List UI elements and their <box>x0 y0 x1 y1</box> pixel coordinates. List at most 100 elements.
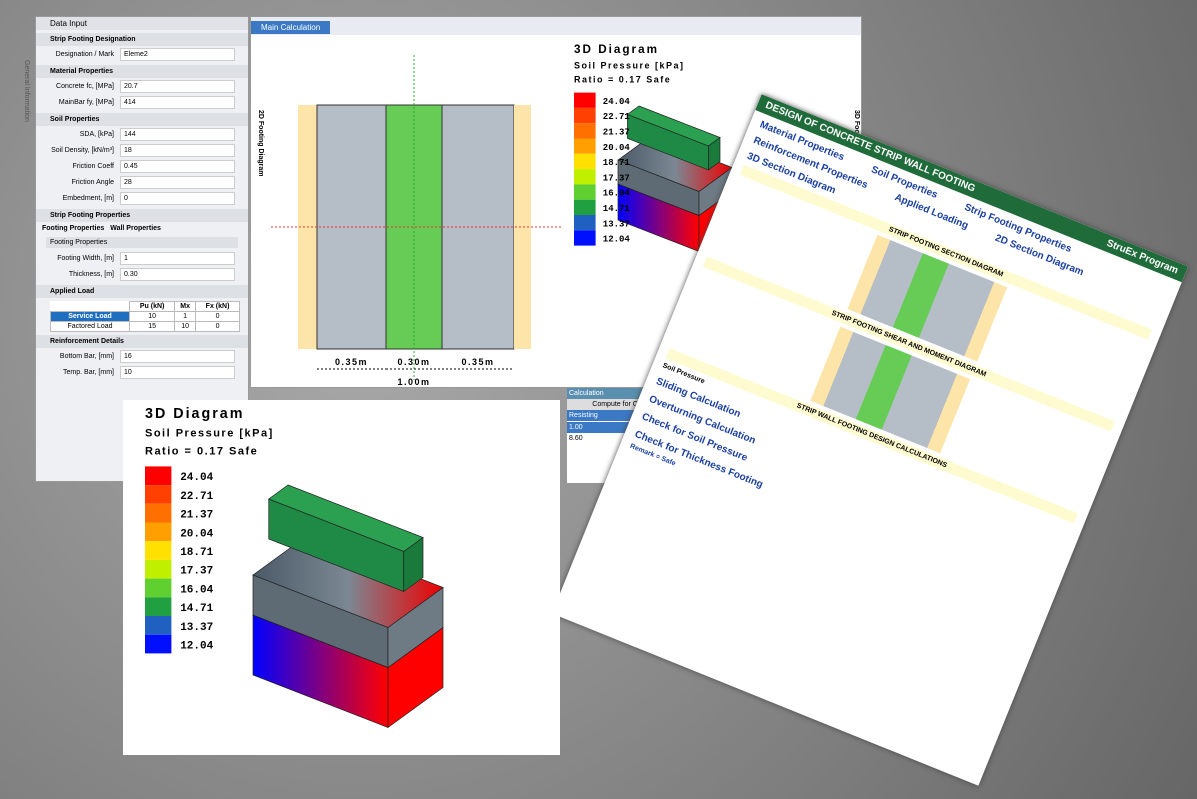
section-title: Strip Footing Properties <box>36 209 248 222</box>
row-name: Service Load <box>49 311 131 322</box>
legend-swatch <box>574 215 596 231</box>
section-title: Applied Load <box>36 285 248 298</box>
load-cell[interactable]: 0 <box>195 321 240 332</box>
field-label: Thickness, [m] <box>68 270 114 278</box>
small-3d: 3D Diagram Soil Pressure [kPa] Ratio = 0.1… <box>574 43 733 253</box>
big-3d-diagram: 3D Diagram Soil Pressure [kPa] Ratio = 0.1… <box>123 400 560 755</box>
diagram-title: 3D Diagram <box>574 43 659 56</box>
legend-swatch <box>574 138 596 154</box>
section-title: Soil Properties <box>36 113 248 126</box>
calc-title: Calculation <box>567 388 667 399</box>
load-cell[interactable]: 15 <box>129 321 176 332</box>
corner <box>51 302 130 312</box>
big-3d-canvas: 3D Diagram Soil Pressure [kPa] Ratio = 0.1… <box>145 406 444 729</box>
diagram-title: 3D Diagram <box>145 406 244 422</box>
main-canvas: 0.35m 0.30m 0.35m 1.00m 2D Footing Diagram 3D… <box>257 43 860 390</box>
field-value[interactable]: Eleme2 <box>120 47 235 61</box>
legend-label: 16.04 <box>603 189 631 199</box>
legend-label: 14.71 <box>180 603 213 615</box>
panel-body: Strip Footing Designation Designation / M… <box>36 33 248 380</box>
main-tab[interactable]: Main Calculation <box>251 21 331 34</box>
col-header: Pu (kN) <box>129 301 176 312</box>
legend-label: 24.04 <box>603 97 631 107</box>
field-value[interactable]: 144 <box>120 127 235 141</box>
legend-swatch <box>574 199 596 215</box>
field-value[interactable]: 10 <box>120 365 235 379</box>
legend-swatch <box>145 616 172 635</box>
row-name: Factored Load <box>49 321 131 332</box>
legend-swatch <box>574 230 596 246</box>
legend-label: 22.71 <box>603 112 631 122</box>
side-tab[interactable]: General Information <box>23 60 30 122</box>
legend-label: 13.37 <box>180 622 213 634</box>
section-title: Reinforcement Details <box>36 335 248 348</box>
legend-label: 18.71 <box>603 158 631 168</box>
load-table: Pu (kN) Mx Fx (kN) Service Load 10 1 0 Factored… <box>49 301 240 332</box>
legend-label: 17.37 <box>180 566 213 578</box>
legend-swatch <box>145 559 172 579</box>
face <box>626 105 721 147</box>
field-label: MainBar fy, [MPa] <box>58 98 114 106</box>
field-row: Embedment, [m] 0 <box>36 190 248 206</box>
field-value[interactable]: 28 <box>120 175 235 189</box>
data-input-panel: Data Input Strip Footing Designation Desi… <box>35 16 249 482</box>
diagram-subtitle: Soil Pressure [kPa] <box>145 428 274 440</box>
legend-label: 22.71 <box>180 491 213 503</box>
legend-label: 16.04 <box>180 584 213 596</box>
legend-swatch <box>145 541 172 560</box>
field-label: Soil Density, [kN/m³] <box>51 146 114 154</box>
field-value[interactable]: 18 <box>120 143 235 157</box>
field-row: Concrete fc, [MPa] 20.7 <box>36 78 248 94</box>
field-label: Embedment, [m] <box>62 194 114 202</box>
legend-swatch <box>145 578 172 598</box>
col-header: Mx <box>174 301 197 312</box>
field-label: Temp. Bar, [mm] <box>63 368 114 376</box>
diagram-ratio: Ratio = 0.17 Safe <box>574 75 671 85</box>
legend-label: 18.71 <box>180 547 213 559</box>
legend-label: 21.37 <box>603 127 630 137</box>
load-row: Service Load 10 1 0 <box>49 311 240 322</box>
panel-title: Data Input <box>36 17 248 30</box>
strip <box>514 105 531 349</box>
calc-cell: 1.00 <box>567 422 667 433</box>
field-row: Designation / Mark Eleme2 <box>36 46 248 62</box>
field-value[interactable]: 0.30 <box>120 267 235 281</box>
field-value[interactable]: 1 <box>120 251 235 265</box>
load-cell[interactable]: 0 <box>195 311 240 322</box>
diagram-subtitle: Soil Pressure [kPa] <box>574 60 685 70</box>
field-row: Friction Coeff 0.45 <box>36 158 248 174</box>
legend-label: 12.04 <box>603 235 631 245</box>
field-label: Friction Coeff <box>72 162 115 170</box>
legend-label: 20.04 <box>603 143 631 153</box>
field-row: Bottom Bar, [mm] 16 <box>36 348 248 364</box>
field-value[interactable]: 16 <box>120 349 235 363</box>
legend-swatch <box>574 92 596 108</box>
field-label: Bottom Bar, [mm] <box>59 352 114 360</box>
load-cell[interactable]: 10 <box>129 311 176 322</box>
legend-swatch <box>145 503 172 523</box>
load-cell[interactable]: 1 <box>174 311 197 322</box>
tab[interactable]: Footing Properties <box>42 225 105 232</box>
field-value[interactable]: 0 <box>120 191 235 205</box>
strip <box>441 104 515 350</box>
legend-swatch <box>145 597 172 616</box>
field-row: MainBar fy, [MPa] 414 <box>36 94 248 110</box>
col-header: Fx (kN) <box>195 301 240 312</box>
side-tab[interactable]: 2D Footing Diagram <box>257 110 264 177</box>
calc-header: Compute for Ov <box>567 399 667 410</box>
field-value[interactable]: 20.7 <box>120 79 235 93</box>
face <box>268 484 424 552</box>
field-label: Designation / Mark <box>55 50 114 58</box>
field-value[interactable]: 0.45 <box>120 159 235 173</box>
field-row: Footing Width, [m] 1 <box>36 250 248 266</box>
field-row: Temp. Bar, [mm] 10 <box>36 364 248 380</box>
field-label: Friction Angle <box>71 178 114 186</box>
field-row: SDA, [kPa] 144 <box>36 126 248 142</box>
field-value[interactable]: 414 <box>120 95 235 109</box>
dim-label: 1.00m <box>397 377 430 385</box>
dim-label: 0.30m <box>397 357 430 367</box>
legend-label: 13.37 <box>603 219 630 229</box>
load-cell[interactable]: 10 <box>174 321 197 332</box>
tab[interactable]: Wall Properties <box>110 225 161 232</box>
